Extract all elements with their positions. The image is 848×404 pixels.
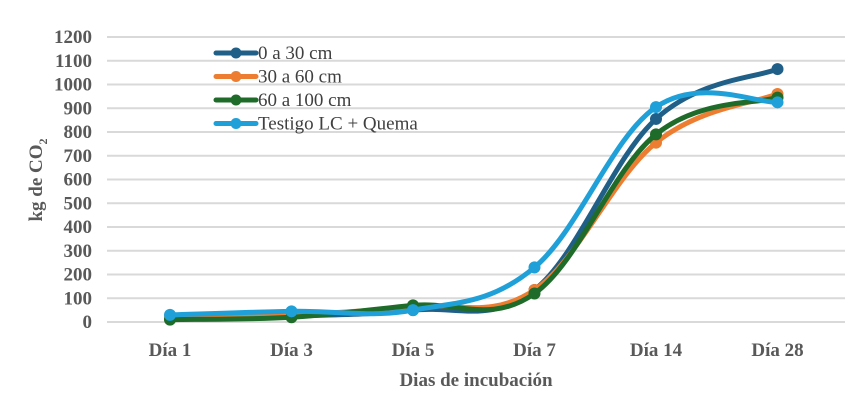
x-tick-label: Día 3 (270, 340, 313, 361)
x-tick-label: Día 1 (149, 340, 192, 361)
legend-marker (230, 94, 242, 106)
y-tick-label: 300 (64, 241, 93, 262)
series-60-a-100-cm (164, 91, 784, 326)
y-tick-label: 1000 (54, 75, 92, 96)
legend-item: 60 a 100 cm (213, 90, 352, 111)
legend-label: 60 a 100 cm (258, 90, 352, 111)
series-testigo-lc-quema (164, 90, 784, 321)
legend-label: 30 a 60 cm (258, 67, 342, 88)
legend-marker (230, 118, 242, 129)
legend-item: Testigo LC + Quema (213, 114, 418, 135)
series-line (167, 95, 780, 323)
legend-marker (230, 71, 242, 82)
data-point (650, 112, 662, 125)
x-axis-ticks: Día 1 Día 3 Día 5 Día 7 Día 14 Día 28 (149, 340, 804, 361)
y-tick-label: 1200 (54, 27, 92, 48)
y-tick-label: 700 (64, 146, 93, 167)
y-axis-title: kg de CO2 (26, 138, 50, 221)
y-tick-label: 0 (83, 312, 93, 333)
legend-item: 30 a 60 cm (213, 67, 342, 88)
legend-label: 0 a 30 cm (258, 43, 333, 64)
y-tick-label: 600 (64, 170, 93, 191)
series-lines (164, 63, 784, 326)
x-axis-title: Dias de incubación (399, 370, 553, 391)
y-tick-label: 900 (64, 98, 93, 119)
x-tick-label: Día 14 (630, 340, 683, 361)
data-point (407, 304, 419, 317)
series-line (167, 90, 780, 318)
data-point (164, 308, 176, 321)
legend-label: Testigo LC + Quema (258, 114, 418, 135)
y-tick-label: 100 (64, 288, 93, 309)
legend-marker (230, 47, 242, 59)
y-tick-label: 400 (64, 217, 93, 238)
y-tick-label: 1100 (55, 51, 92, 72)
data-point (650, 128, 662, 141)
data-point (771, 63, 784, 76)
data-point (650, 101, 662, 114)
legend-item: 0 a 30 cm (213, 43, 333, 64)
y-tick-label: 200 (64, 265, 93, 286)
x-tick-label: Día 5 (392, 340, 435, 361)
y-tick-label: 500 (64, 193, 93, 214)
data-point (285, 305, 298, 318)
x-tick-label: Día 7 (513, 340, 556, 361)
data-point (528, 261, 541, 274)
y-axis-title-main: kg de CO (26, 144, 47, 221)
data-point (771, 96, 784, 109)
data-point (528, 287, 541, 300)
y-axis-title-subscript: 2 (36, 138, 50, 144)
x-tick-label: Día 28 (751, 340, 803, 361)
y-tick-label: 800 (64, 122, 93, 143)
